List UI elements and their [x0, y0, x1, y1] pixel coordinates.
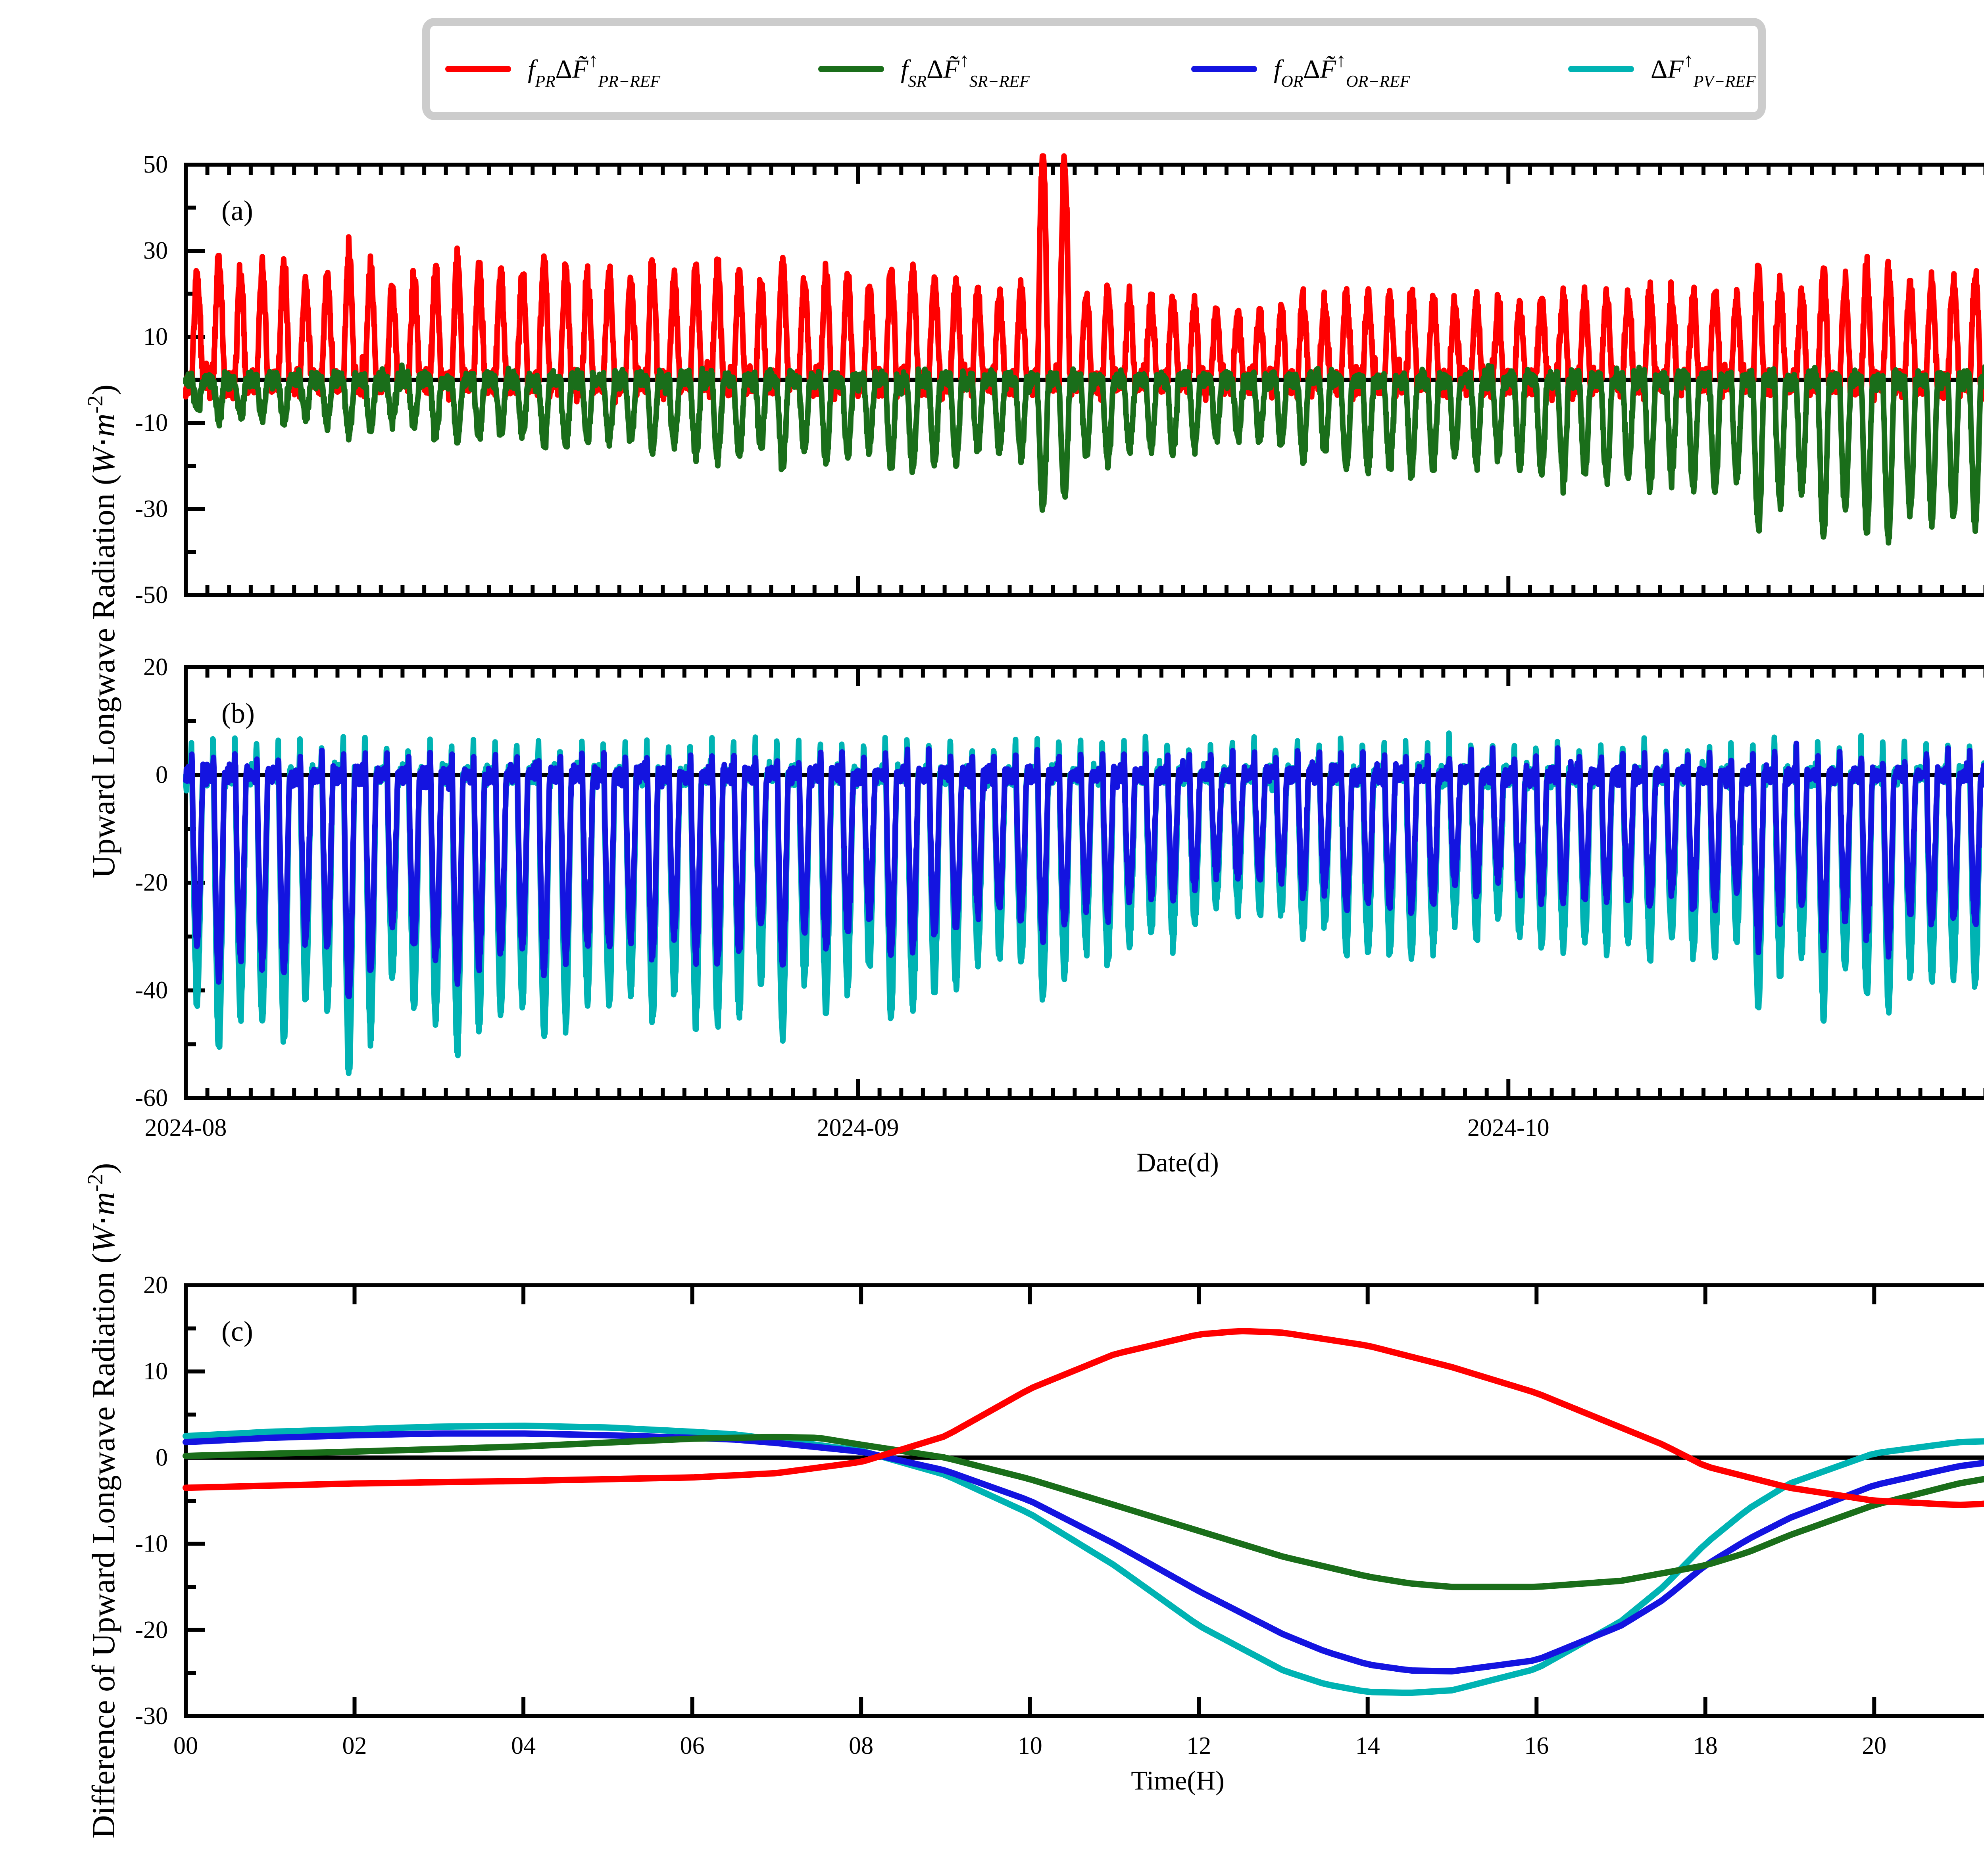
svg-text:16: 16 [1524, 1732, 1549, 1759]
svg-text:10: 10 [143, 1358, 168, 1385]
svg-text:-20: -20 [135, 1617, 168, 1644]
svg-text:04: 04 [511, 1732, 536, 1759]
svg-text:Difference of Upward Longwave: Difference of Upward Longwave Radiation … [83, 1163, 122, 1839]
svg-text:Date(d): Date(d) [1136, 1147, 1219, 1177]
svg-text:08: 08 [849, 1732, 873, 1759]
svg-text:06: 06 [680, 1732, 705, 1759]
svg-text:-30: -30 [135, 1703, 168, 1730]
svg-text:(a): (a) [221, 195, 253, 227]
svg-text:(b): (b) [221, 697, 255, 729]
svg-text:-10: -10 [135, 1530, 168, 1557]
svg-text:Upward Longwave Radiation (W⋅m: Upward Longwave Radiation (W⋅m-2) [83, 384, 122, 878]
svg-text:-10: -10 [135, 409, 168, 436]
svg-text:20: 20 [1862, 1732, 1886, 1759]
svg-text:Time(H): Time(H) [1131, 1765, 1225, 1795]
svg-text:10: 10 [1018, 1732, 1042, 1759]
svg-text:0: 0 [156, 762, 168, 789]
svg-text:2024-10: 2024-10 [1467, 1114, 1550, 1141]
svg-text:30: 30 [143, 237, 168, 264]
svg-text:00: 00 [173, 1732, 198, 1759]
svg-text:50: 50 [143, 151, 168, 178]
svg-text:14: 14 [1355, 1732, 1380, 1759]
svg-text:-60: -60 [135, 1085, 168, 1112]
svg-text:12: 12 [1186, 1732, 1211, 1759]
svg-text:20: 20 [143, 1272, 168, 1299]
svg-text:-30: -30 [135, 495, 168, 522]
svg-text:10: 10 [143, 323, 168, 350]
svg-text:-40: -40 [135, 977, 168, 1004]
svg-text:-20: -20 [135, 869, 168, 896]
svg-text:2024-09: 2024-09 [817, 1114, 899, 1141]
svg-text:(c): (c) [221, 1315, 253, 1347]
svg-text:20: 20 [143, 654, 168, 681]
svg-text:0: 0 [156, 1444, 168, 1471]
svg-text:2024-08: 2024-08 [145, 1114, 227, 1141]
svg-text:-50: -50 [135, 582, 168, 609]
svg-text:02: 02 [342, 1732, 367, 1759]
svg-text:18: 18 [1693, 1732, 1718, 1759]
